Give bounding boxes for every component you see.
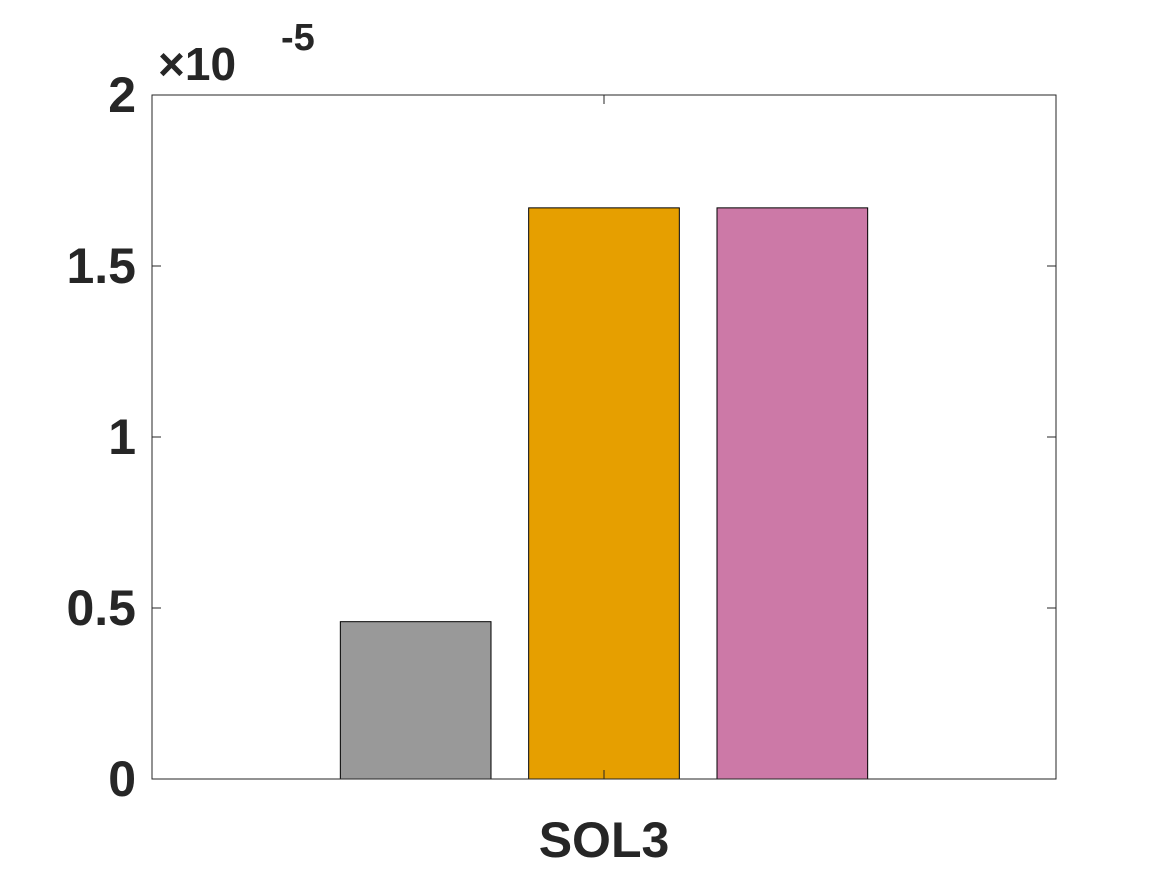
x-axis-ticks: SOL3 [539, 95, 670, 868]
y-tick-label: 0.5 [66, 580, 136, 636]
bar-series-2-sol3 [528, 207, 680, 780]
y-axis-ticks: 0 0.5 1 1.5 2 [66, 67, 1056, 807]
bar-series-1-sol3 [339, 621, 492, 780]
y-tick-label: 1 [108, 409, 136, 465]
y-axis-exponent: -5 [281, 17, 315, 59]
y-tick-label: 0 [108, 751, 136, 807]
y-axis-exponent-prefix: ×10 [158, 38, 236, 90]
x-tick-label: SOL3 [539, 812, 670, 868]
y-tick-label: 2 [108, 67, 136, 123]
bars-group [339, 207, 869, 780]
bar-series-3-sol3 [716, 207, 869, 780]
y-tick-label: 1.5 [66, 238, 136, 294]
